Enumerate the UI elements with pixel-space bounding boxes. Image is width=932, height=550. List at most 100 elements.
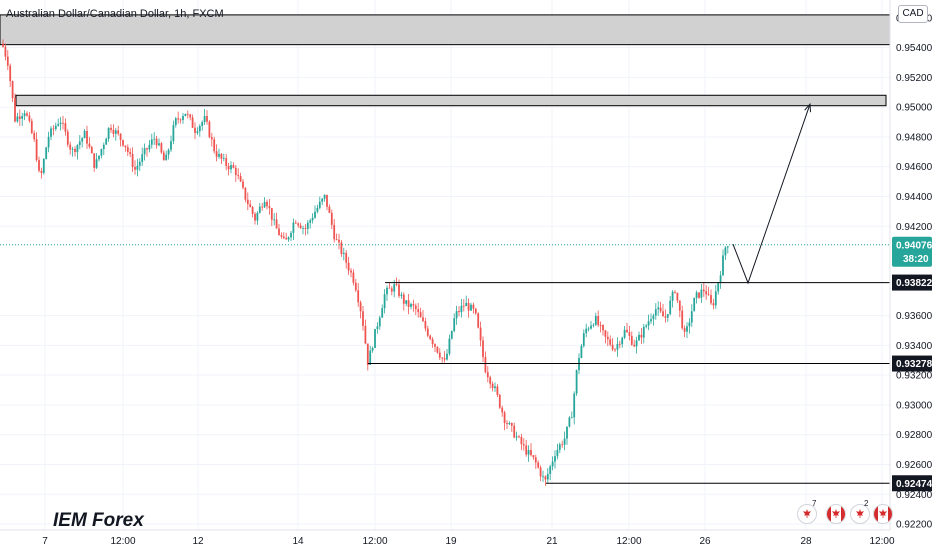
countdown-label: 38:20: [903, 254, 929, 265]
candle-body: [26, 113, 28, 116]
event-flag-icon[interactable]: [850, 504, 870, 524]
y-tick-label: 0.93600: [896, 311, 932, 322]
candle-body: [81, 138, 84, 142]
price-level-label: 0.93822: [896, 278, 932, 289]
last-price-tag: [892, 236, 932, 267]
candle-body: [438, 352, 441, 358]
candle-body: [402, 294, 405, 304]
price-levels: [0, 244, 890, 484]
candle-body: [573, 393, 576, 418]
candle-body: [297, 223, 300, 226]
candle-body: [326, 194, 328, 207]
candle-body: [232, 165, 235, 168]
candle-body: [448, 338, 451, 354]
candle-body: [129, 152, 132, 154]
candle-body: [592, 324, 595, 326]
event-flag-icon[interactable]: [797, 504, 817, 524]
candle-body: [510, 423, 513, 426]
y-tick-label: 0.92800: [896, 430, 932, 441]
candle-body: [98, 155, 100, 160]
candle-body: [162, 152, 165, 161]
x-tick-label: 7: [42, 536, 48, 547]
candle-body: [174, 118, 177, 126]
candle-body: [726, 246, 729, 248]
candle-body: [686, 326, 688, 332]
candle-body: [683, 328, 686, 332]
candle-body: [580, 345, 583, 358]
canada-flag-icon[interactable]: [826, 504, 846, 524]
candle-body: [486, 372, 489, 378]
x-tick-label: 21: [546, 536, 558, 547]
candle-body: [88, 143, 91, 147]
candle-body: [4, 46, 7, 57]
price-level-tag: [892, 274, 932, 291]
candle-body: [678, 300, 681, 311]
candle-body: [35, 139, 38, 161]
projection: [732, 103, 812, 285]
candle-body: [542, 476, 544, 478]
candle-body: [626, 329, 628, 333]
x-tick-label: 12:00: [616, 536, 641, 547]
candle-body: [230, 165, 232, 170]
candle-body: [558, 444, 561, 450]
candle-body: [688, 322, 691, 327]
candle-body: [155, 138, 158, 146]
candle-body: [50, 128, 52, 137]
candle-body: [90, 146, 93, 154]
candle-body: [110, 127, 112, 130]
candle-body: [566, 426, 568, 439]
candle-body: [170, 141, 172, 150]
candle-body: [23, 113, 26, 117]
candle-body: [563, 438, 566, 445]
candle-body: [426, 328, 429, 336]
candle-body: [712, 303, 715, 306]
candle-body: [412, 304, 415, 306]
candle-body: [287, 237, 290, 240]
candle-body: [417, 309, 420, 313]
candle-body: [28, 115, 31, 121]
plot-area[interactable]: [0, 0, 890, 530]
candle-body: [376, 326, 379, 330]
candle-body: [182, 115, 184, 120]
candle-body: [234, 167, 237, 176]
canada-flag-icon[interactable]: [873, 504, 893, 524]
x-tick-label: 19: [445, 536, 457, 547]
candle-body: [429, 335, 432, 340]
candle-body: [395, 284, 398, 285]
projection-arrowhead: [804, 103, 812, 113]
price-axis[interactable]: 0.956000.954000.952000.950000.948000.946…: [896, 13, 932, 530]
candle-body: [280, 235, 283, 237]
candle-body: [86, 130, 88, 144]
candle-body: [695, 292, 698, 298]
candle-body: [616, 343, 619, 350]
candle-body: [302, 227, 304, 229]
x-tick-label: 12: [192, 536, 204, 547]
candle-body: [369, 350, 372, 365]
candle-body: [350, 270, 352, 273]
candle-body: [714, 291, 717, 306]
candle-body: [611, 344, 614, 350]
candle-body: [74, 148, 76, 153]
y-tick-label: 0.94400: [896, 192, 932, 203]
candle-body: [669, 300, 672, 315]
currency-badge[interactable]: CAD: [898, 5, 928, 23]
flag-bar: [841, 505, 845, 523]
candle-body: [702, 289, 705, 292]
candle-body: [450, 331, 453, 339]
candle-body: [292, 222, 295, 233]
candle-body: [42, 159, 45, 173]
candle-body: [268, 206, 271, 209]
candle-body: [606, 336, 609, 340]
candle-body: [215, 151, 218, 157]
candle-body: [717, 282, 720, 292]
candle-body: [458, 311, 460, 313]
chart-title: Australian Dollar/Canadian Dollar, 1h, F…: [6, 8, 224, 20]
candle-body: [40, 170, 43, 173]
candle-body: [498, 394, 501, 408]
candle-body: [443, 358, 446, 360]
candle-body: [515, 436, 518, 438]
time-axis[interactable]: 7 12:00 12 14 12:00 19 21 12:00 26 28 12:00: [42, 536, 895, 547]
candle-body: [441, 357, 444, 359]
candle-body: [146, 148, 148, 150]
